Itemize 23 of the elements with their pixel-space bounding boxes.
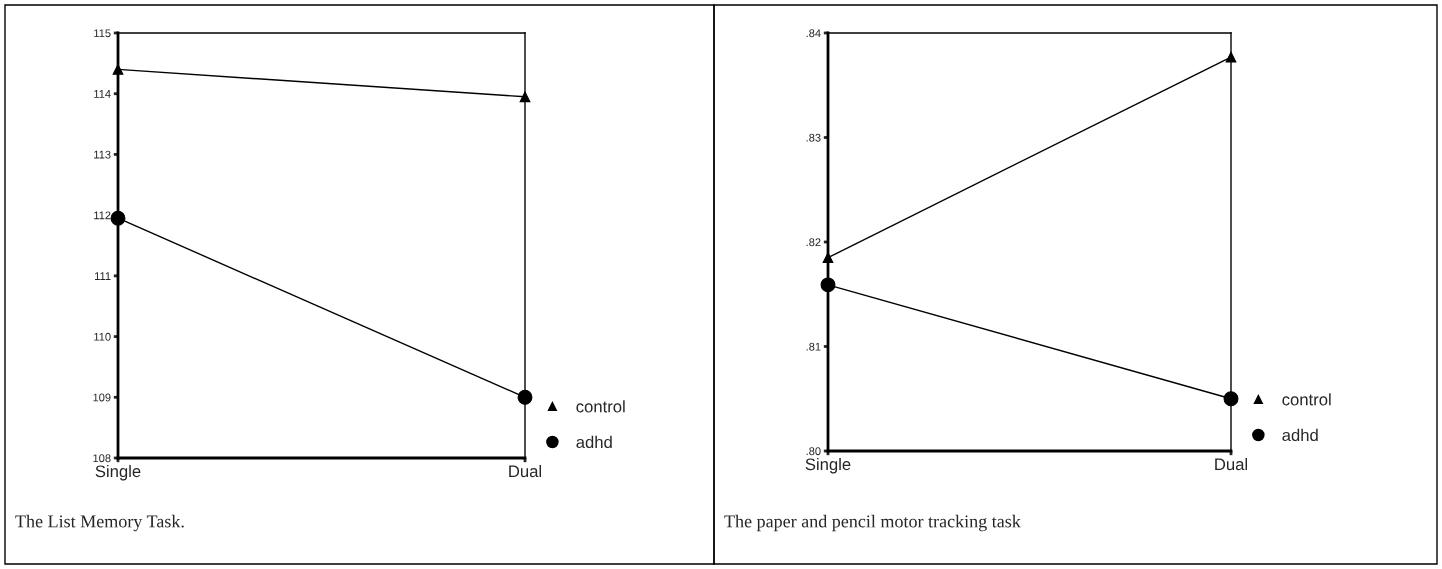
y-tick-label: 108 xyxy=(93,454,111,463)
legend-label: control xyxy=(576,400,625,413)
y-tick-label: .82 xyxy=(806,238,821,247)
legend-label: adhd xyxy=(576,435,612,449)
y-tick-label: 109 xyxy=(93,393,111,402)
legend-label: control xyxy=(1282,393,1331,406)
y-tick-label: .83 xyxy=(806,133,821,142)
y-tick-label: .80 xyxy=(806,447,821,456)
x-tick-label: Dual xyxy=(1215,457,1248,471)
y-tick-label: .84 xyxy=(806,29,821,38)
text: The List Memory Task. xyxy=(15,514,184,532)
x-tick-label: Single xyxy=(95,464,141,481)
x-tick-label: Single xyxy=(805,457,851,474)
y-tick-label: .81 xyxy=(806,342,821,351)
y-tick-label: 110 xyxy=(94,332,111,341)
legend-label: adhd xyxy=(1282,428,1318,442)
y-tick-label: 115 xyxy=(94,29,111,38)
x-tick-label: Dual xyxy=(509,464,542,478)
text: The paper and pencil motor tracking task xyxy=(724,514,1021,532)
y-tick-label: 112 xyxy=(94,211,111,220)
y-tick-label: 113 xyxy=(94,150,111,159)
y-tick-label: 114 xyxy=(94,90,111,98)
y-tick-label: 111 xyxy=(95,272,111,280)
